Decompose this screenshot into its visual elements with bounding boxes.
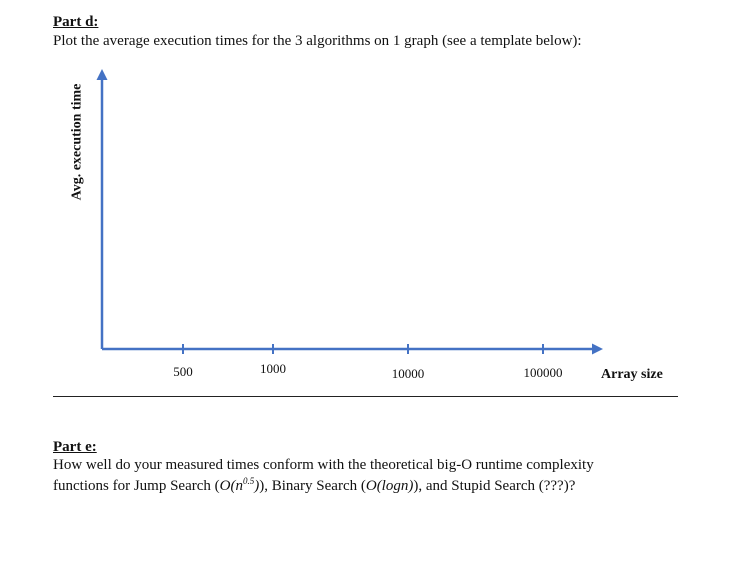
q2-post: ), and Stupid Search (???)? xyxy=(413,478,576,494)
q2-pre: functions for Jump Search ( xyxy=(53,478,220,494)
binary-complexity: O(logn) xyxy=(365,478,414,494)
y-axis-arrowhead xyxy=(96,69,108,80)
x-ticks xyxy=(182,344,544,354)
x-tick-label-500: 500 xyxy=(173,364,193,379)
x-axis-label: Array size xyxy=(601,367,663,382)
jump-exponent: 0.5 xyxy=(242,476,255,486)
x-tick-label-100000: 100000 xyxy=(523,365,563,380)
part-d-title: Part d: xyxy=(53,14,99,30)
jump-complexity: O(n0.5) xyxy=(219,476,260,494)
q2-mid: ), Binary Search ( xyxy=(259,478,366,494)
x-axis-arrowhead xyxy=(592,343,603,355)
part-e-title: Part e: xyxy=(53,439,97,455)
section-divider xyxy=(53,396,678,397)
part-e-question-line1: How well do your measured times conform … xyxy=(53,457,594,473)
part-d-instruction: Plot the average execution times for the… xyxy=(53,33,582,49)
part-e-question-line2: functions for Jump Search (O(n0.5)), Bin… xyxy=(53,476,575,495)
x-tick-label-10000: 10000 xyxy=(391,366,425,381)
jump-o: O(n xyxy=(219,478,243,494)
jump-close: ) xyxy=(254,478,260,494)
x-tick-label-1000: 1000 xyxy=(260,361,286,376)
